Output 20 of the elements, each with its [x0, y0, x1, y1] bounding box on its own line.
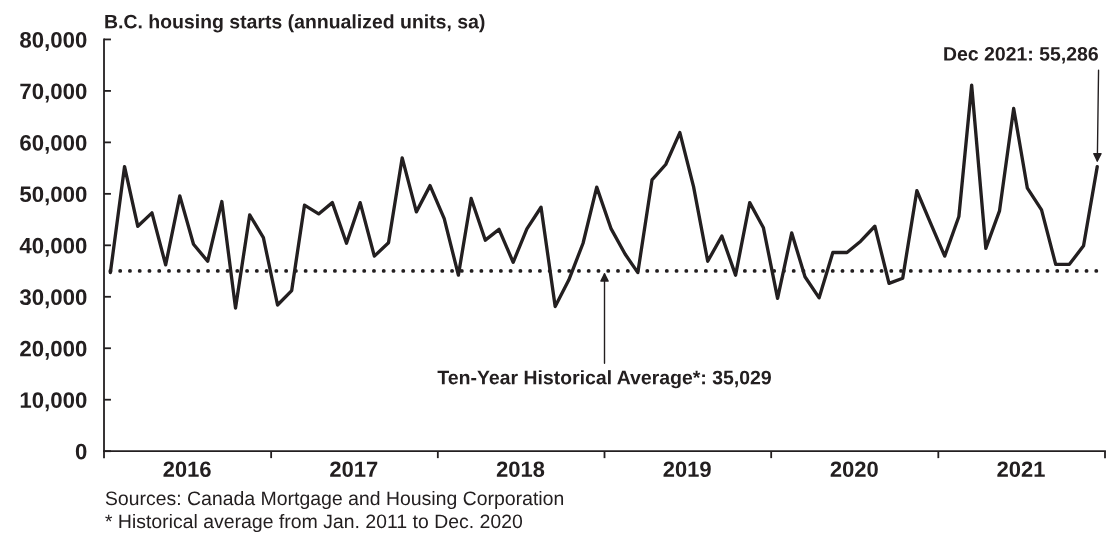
x-tick-label: 2021 [997, 461, 1045, 478]
annotation: Ten-Year Historical Average*: 35,029 [437, 370, 771, 389]
y-tick-label: 60,000 [20, 134, 87, 154]
chart-title: B.C. housing starts (annualized units, sa) [105, 14, 485, 33]
x-tick-label: 2019 [663, 461, 711, 478]
y-tick-label: 70,000 [20, 83, 87, 103]
y-tick-label: 10,000 [20, 392, 87, 412]
y-tick-label: 50,000 [20, 186, 87, 206]
text: * Historical average from Jan. 2011 to Dec. 2020 [105, 513, 523, 533]
y-tick-label: 40,000 [19, 237, 87, 257]
y-tick-label: 30,000 [19, 289, 87, 309]
y-tick-label: 0 [75, 443, 87, 460]
annotation: Dec 2021: 55,286 [944, 46, 1098, 64]
x-tick-label: 2018 [496, 461, 545, 478]
y-tick-label: 80,000 [20, 31, 87, 51]
x-tick-label: 2017 [330, 461, 378, 478]
y-tick-label: 20,000 [20, 340, 87, 360]
source-note: Sources: Canada Mortgage and Housing Corporation [105, 490, 564, 510]
x-tick-label: 2020 [830, 461, 878, 478]
x-tick-label: 2016 [163, 461, 211, 478]
